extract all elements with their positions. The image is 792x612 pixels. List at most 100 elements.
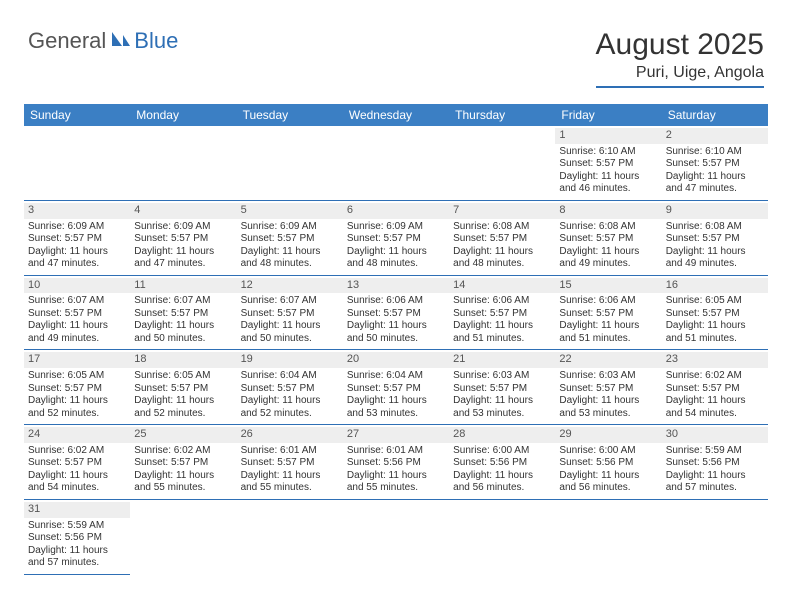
sunrise-line: Sunrise: 6:05 AM [134, 370, 232, 383]
daylight-line-2: and 56 minutes. [559, 482, 657, 495]
sunset-line: Sunset: 5:57 PM [347, 233, 445, 246]
day-number: 10 [24, 278, 130, 294]
day-number: 24 [24, 427, 130, 443]
daylight-line-1: Daylight: 11 hours [666, 320, 764, 333]
sunrise-line: Sunrise: 6:10 AM [559, 146, 657, 159]
daylight-line-2: and 57 minutes. [28, 557, 126, 570]
sunrise-line: Sunrise: 6:08 AM [559, 221, 657, 234]
day-number: 1 [555, 128, 661, 144]
daylight-line-1: Daylight: 11 hours [28, 395, 126, 408]
day-number: 22 [555, 352, 661, 368]
calendar-cell: 21Sunrise: 6:03 AMSunset: 5:57 PMDayligh… [449, 350, 555, 425]
daylight-line-2: and 48 minutes. [453, 258, 551, 271]
daylight-line-2: and 47 minutes. [28, 258, 126, 271]
calendar-cell: 18Sunrise: 6:05 AMSunset: 5:57 PMDayligh… [130, 350, 236, 425]
calendar-cell: 26Sunrise: 6:01 AMSunset: 5:57 PMDayligh… [237, 425, 343, 500]
day-number: 3 [24, 203, 130, 219]
logo-sail-icon [110, 28, 132, 54]
day-number: 21 [449, 352, 555, 368]
daylight-line-2: and 51 minutes. [666, 333, 764, 346]
logo-text-general: General [28, 28, 106, 54]
daylight-line-2: and 48 minutes. [241, 258, 339, 271]
calendar-cell: 24Sunrise: 6:02 AMSunset: 5:57 PMDayligh… [24, 425, 130, 500]
calendar-cell: 27Sunrise: 6:01 AMSunset: 5:56 PMDayligh… [343, 425, 449, 500]
sunset-line: Sunset: 5:57 PM [666, 233, 764, 246]
daylight-line-1: Daylight: 11 hours [559, 246, 657, 259]
sunrise-line: Sunrise: 6:06 AM [347, 295, 445, 308]
sunset-line: Sunset: 5:56 PM [347, 457, 445, 470]
logo-text-blue: Blue [134, 28, 178, 54]
day-number: 16 [662, 278, 768, 294]
calendar-cell: 2Sunrise: 6:10 AMSunset: 5:57 PMDaylight… [662, 126, 768, 201]
daylight-line-2: and 51 minutes. [559, 333, 657, 346]
day-number: 14 [449, 278, 555, 294]
calendar-cell: 29Sunrise: 6:00 AMSunset: 5:56 PMDayligh… [555, 425, 661, 500]
calendar-cell-empty [24, 126, 130, 201]
calendar-cell: 3Sunrise: 6:09 AMSunset: 5:57 PMDaylight… [24, 201, 130, 276]
day-number: 12 [237, 278, 343, 294]
calendar-cell-empty [237, 126, 343, 201]
daylight-line-2: and 48 minutes. [347, 258, 445, 271]
calendar-cell: 4Sunrise: 6:09 AMSunset: 5:57 PMDaylight… [130, 201, 236, 276]
header: General Blue August 2025 Puri, Uige, Ang… [0, 0, 792, 96]
sunset-line: Sunset: 5:56 PM [666, 457, 764, 470]
sunrise-line: Sunrise: 6:02 AM [666, 370, 764, 383]
sunset-line: Sunset: 5:57 PM [134, 233, 232, 246]
daylight-line-1: Daylight: 11 hours [666, 246, 764, 259]
daylight-line-2: and 53 minutes. [559, 408, 657, 421]
sunset-line: Sunset: 5:57 PM [666, 158, 764, 171]
daylight-line-1: Daylight: 11 hours [241, 246, 339, 259]
sunrise-line: Sunrise: 6:08 AM [666, 221, 764, 234]
calendar-cell: 15Sunrise: 6:06 AMSunset: 5:57 PMDayligh… [555, 276, 661, 351]
weekday-header: Monday [130, 104, 236, 126]
calendar-cell: 13Sunrise: 6:06 AMSunset: 5:57 PMDayligh… [343, 276, 449, 351]
daylight-line-1: Daylight: 11 hours [28, 246, 126, 259]
daylight-line-2: and 47 minutes. [666, 183, 764, 196]
calendar-cell: 31Sunrise: 5:59 AMSunset: 5:56 PMDayligh… [24, 500, 130, 575]
weekday-header: Friday [555, 104, 661, 126]
sunset-line: Sunset: 5:57 PM [28, 383, 126, 396]
daylight-line-1: Daylight: 11 hours [347, 320, 445, 333]
sunrise-line: Sunrise: 6:01 AM [347, 445, 445, 458]
sunrise-line: Sunrise: 6:06 AM [453, 295, 551, 308]
calendar-cell: 30Sunrise: 5:59 AMSunset: 5:56 PMDayligh… [662, 425, 768, 500]
sunrise-line: Sunrise: 5:59 AM [28, 520, 126, 533]
daylight-line-2: and 46 minutes. [559, 183, 657, 196]
daylight-line-1: Daylight: 11 hours [134, 395, 232, 408]
sunrise-line: Sunrise: 6:05 AM [666, 295, 764, 308]
sunrise-line: Sunrise: 6:07 AM [28, 295, 126, 308]
day-number: 17 [24, 352, 130, 368]
day-number: 4 [130, 203, 236, 219]
sunrise-line: Sunrise: 6:00 AM [453, 445, 551, 458]
day-number: 13 [343, 278, 449, 294]
daylight-line-2: and 52 minutes. [134, 408, 232, 421]
daylight-line-2: and 53 minutes. [453, 408, 551, 421]
sunrise-line: Sunrise: 6:09 AM [241, 221, 339, 234]
sunset-line: Sunset: 5:57 PM [347, 383, 445, 396]
sunrise-line: Sunrise: 6:02 AM [134, 445, 232, 458]
sunrise-line: Sunrise: 6:09 AM [347, 221, 445, 234]
location-subtitle: Puri, Uige, Angola [596, 64, 764, 88]
day-number: 30 [662, 427, 768, 443]
day-number: 6 [343, 203, 449, 219]
sunset-line: Sunset: 5:57 PM [453, 383, 551, 396]
sunrise-line: Sunrise: 6:04 AM [347, 370, 445, 383]
daylight-line-1: Daylight: 11 hours [559, 470, 657, 483]
day-number: 26 [237, 427, 343, 443]
day-number: 8 [555, 203, 661, 219]
sunrise-line: Sunrise: 6:06 AM [559, 295, 657, 308]
daylight-line-1: Daylight: 11 hours [666, 395, 764, 408]
calendar-cell-empty [449, 126, 555, 201]
day-number: 9 [662, 203, 768, 219]
sunset-line: Sunset: 5:57 PM [28, 308, 126, 321]
sunrise-line: Sunrise: 6:07 AM [241, 295, 339, 308]
day-number: 19 [237, 352, 343, 368]
calendar-cell-empty [343, 126, 449, 201]
sunrise-line: Sunrise: 6:04 AM [241, 370, 339, 383]
daylight-line-2: and 50 minutes. [134, 333, 232, 346]
daylight-line-1: Daylight: 11 hours [134, 246, 232, 259]
daylight-line-1: Daylight: 11 hours [666, 470, 764, 483]
daylight-line-1: Daylight: 11 hours [134, 470, 232, 483]
day-number: 29 [555, 427, 661, 443]
daylight-line-1: Daylight: 11 hours [347, 395, 445, 408]
